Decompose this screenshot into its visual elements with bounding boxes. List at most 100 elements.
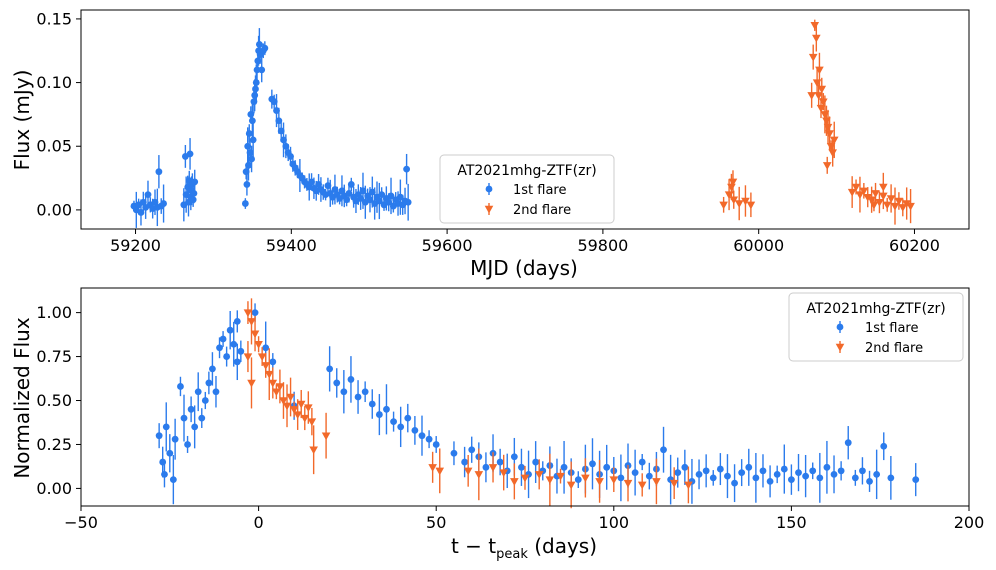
data-point	[387, 192, 395, 200]
x-tick-label: 59600	[422, 236, 473, 255]
data-point	[245, 130, 253, 137]
data-point	[847, 188, 857, 197]
data-point	[709, 474, 717, 482]
data-point	[261, 44, 269, 52]
data-point	[817, 85, 827, 94]
data-point	[191, 178, 199, 186]
data-point	[746, 201, 756, 210]
bottom-series-2nd-flare	[243, 298, 693, 509]
data-point	[304, 404, 313, 413]
top-legend-marker-2nd	[484, 203, 494, 215]
data-point	[780, 465, 788, 473]
data-point	[617, 474, 625, 482]
data-point	[219, 335, 227, 343]
data-point	[560, 463, 568, 471]
y-tick-label: 0.05	[36, 137, 72, 156]
data-point	[262, 344, 270, 352]
bottom-legend-marker-1st	[836, 321, 844, 333]
data-point	[716, 465, 724, 473]
data-point	[574, 476, 582, 484]
data-point	[566, 481, 576, 490]
data-point	[724, 472, 731, 480]
data-point	[425, 435, 433, 443]
data-point	[468, 446, 476, 454]
data-point	[255, 40, 263, 48]
data-point	[581, 474, 590, 483]
data-point	[898, 204, 908, 212]
data-point	[603, 463, 611, 471]
data-point	[851, 183, 861, 192]
y-tick-label: 0.00	[36, 479, 72, 498]
top-plot-area	[130, 19, 915, 228]
data-point	[345, 189, 353, 197]
data-point	[252, 85, 259, 93]
data-point	[307, 418, 317, 427]
data-point	[902, 200, 911, 209]
data-point	[873, 470, 881, 478]
data-point	[247, 318, 256, 326]
data-point	[741, 197, 750, 206]
data-point	[894, 197, 904, 206]
top-y-axis-label: Flux (mJy)	[10, 70, 34, 171]
data-point	[404, 198, 412, 206]
data-point	[282, 402, 292, 411]
data-point	[816, 474, 824, 482]
bottom-legend-title: AT2021mhg-ZTF(zr)	[806, 301, 945, 317]
data-point	[814, 92, 823, 100]
data-point	[279, 397, 288, 406]
data-point	[773, 470, 781, 478]
data-point	[450, 449, 458, 457]
data-point	[160, 200, 167, 207]
data-point	[252, 79, 260, 86]
data-point	[866, 477, 873, 485]
data-point	[669, 479, 679, 488]
data-point	[269, 358, 277, 366]
data-point	[258, 66, 266, 74]
data-point	[177, 383, 184, 390]
data-point	[855, 191, 865, 200]
data-point	[233, 358, 241, 366]
data-point	[248, 117, 256, 125]
data-point	[731, 479, 738, 487]
data-point	[520, 474, 530, 483]
y-tick-label: 1.00	[36, 303, 72, 322]
data-point	[882, 201, 892, 210]
data-point	[745, 463, 753, 471]
data-point	[589, 460, 596, 468]
data-point	[752, 474, 760, 482]
x-tick-label: −50	[64, 513, 98, 532]
data-point	[243, 181, 251, 188]
data-point	[190, 189, 198, 197]
data-point	[191, 423, 199, 431]
data-point	[247, 111, 255, 118]
data-point	[189, 196, 197, 204]
bottom-legend-label-2nd: 2nd flare	[865, 341, 923, 356]
data-point	[684, 481, 693, 490]
bottom-x-axis-label: t − tpeak (days)	[451, 534, 597, 562]
top-x-axis-label: MJD (days)	[470, 256, 578, 280]
data-point	[461, 458, 469, 466]
y-tick-label: 0.50	[36, 391, 72, 410]
data-point	[411, 427, 419, 434]
data-point	[830, 470, 838, 478]
y-tick-label: 0.25	[36, 435, 72, 454]
x-tick-label: 200	[954, 513, 985, 532]
top-legend: AT2021mhg-ZTF(zr) 1st flare 2nd flare	[439, 154, 615, 224]
data-point	[250, 330, 260, 339]
data-point	[286, 393, 295, 402]
data-point	[637, 481, 647, 490]
data-point	[729, 196, 739, 205]
top-ticks: 59200 59400 59600 59800 60000 60200 0.00 0.05 0.…	[36, 9, 940, 255]
data-point	[186, 150, 194, 158]
data-point	[766, 477, 774, 485]
data-point	[788, 476, 795, 484]
top-series-1st-flare	[130, 28, 412, 228]
data-point	[205, 379, 213, 387]
data-point	[403, 165, 410, 173]
data-point	[247, 379, 256, 388]
bottom-legend: AT2021mhg-ZTF(zr) 1st flare 2nd flare	[788, 292, 964, 362]
data-point	[249, 136, 257, 144]
data-point	[837, 467, 845, 475]
data-point	[734, 200, 744, 209]
